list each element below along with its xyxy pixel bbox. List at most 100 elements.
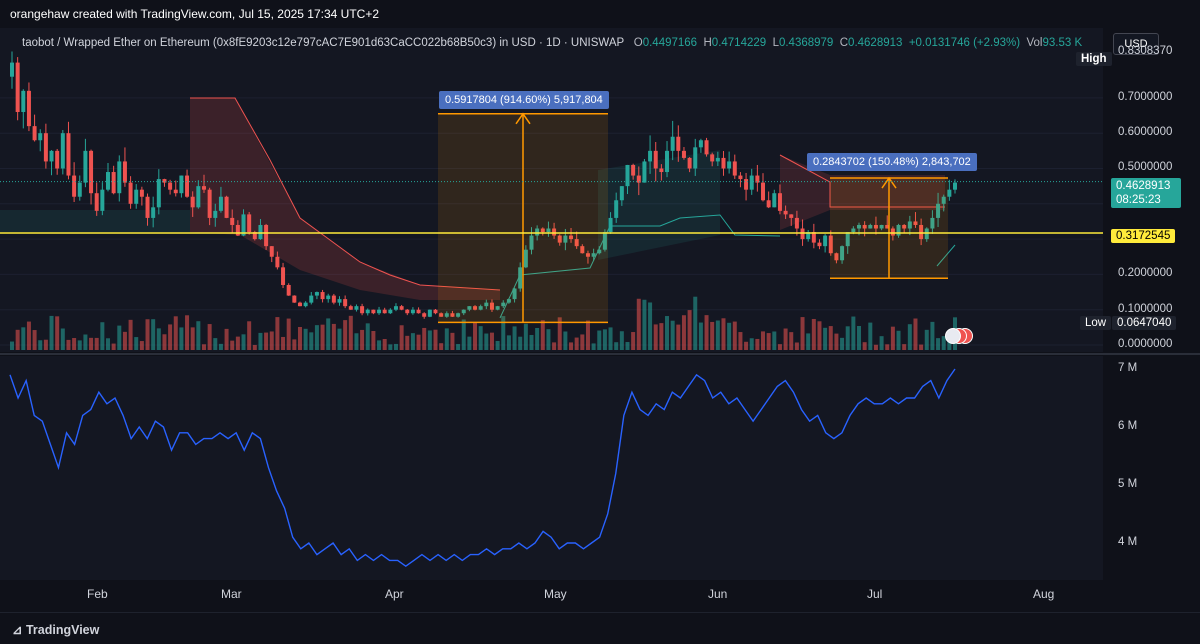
volume-bar (297, 326, 302, 350)
range-callout-1[interactable]: 0.5917804 (914.60%) 5,917,804 (439, 91, 609, 109)
month-label: Jul (867, 587, 883, 601)
candle-body (128, 182, 133, 204)
volume-bar (230, 340, 235, 350)
volume-bar (828, 326, 833, 350)
volume-bar (557, 317, 562, 350)
indicator-pane[interactable] (0, 356, 1103, 580)
volume-bar (179, 327, 184, 350)
symbol-name[interactable]: taobot / Wrapped Ether on Ethereum (0x8f… (22, 37, 625, 49)
candle-body (585, 253, 590, 257)
candle-body (681, 150, 686, 158)
volume-bar (896, 330, 901, 350)
last-price-tag: 0.4628913 08:25:23 (1111, 178, 1181, 208)
volume-bar (168, 324, 173, 350)
green-band-line-2 (936, 244, 956, 267)
candle-body (817, 242, 822, 247)
volume-bar (936, 338, 941, 350)
candle-body (930, 217, 935, 229)
candle-body (772, 193, 777, 208)
volume-bar (433, 329, 438, 350)
candle-body (422, 313, 427, 317)
candle-body (495, 306, 500, 310)
volume-bar (840, 337, 845, 350)
volume-bar (873, 344, 878, 350)
volume-bar (292, 339, 297, 350)
candle-body (439, 313, 444, 317)
volume-bar (670, 320, 675, 350)
volume-bar (868, 322, 873, 350)
candle-body (410, 309, 415, 314)
candle-body (862, 224, 867, 229)
volume-bar (326, 318, 331, 350)
candle-body (377, 309, 382, 314)
volume-bar (879, 336, 884, 350)
candle-body (732, 161, 737, 176)
month-label: May (544, 587, 567, 601)
chart-canvas[interactable] (0, 0, 1200, 612)
candle-body (642, 161, 647, 183)
candle-body (55, 150, 60, 169)
volume-bar (156, 328, 161, 350)
tv-logo-icon: ⊿ (12, 623, 26, 637)
volume-bar (794, 342, 799, 350)
volume-bar (569, 342, 574, 350)
volume-bar (55, 316, 60, 350)
tradingview-logo[interactable]: ⊿ TradingView (12, 622, 99, 637)
volume-bar (473, 323, 478, 350)
volume-bar (365, 323, 370, 350)
candle-body (693, 147, 698, 169)
range-callout-2[interactable]: 0.2843702 (150.48%) 2,843,702 (807, 153, 977, 171)
candle-body (72, 175, 77, 197)
price-tick-label: 0.0000000 (1118, 338, 1173, 350)
volume-bar (619, 331, 624, 350)
volume-bar (422, 327, 427, 350)
footer: ⊿ TradingView (0, 612, 1200, 644)
candle-body (326, 295, 331, 300)
candle-body (845, 232, 850, 247)
candle-body (94, 193, 99, 211)
candle-body (122, 161, 127, 183)
candle-body (766, 200, 771, 208)
volume-bar (162, 334, 167, 350)
volume-bar (151, 319, 156, 350)
volume-bar (60, 328, 65, 350)
candle-body (196, 186, 201, 208)
volume-bar (89, 337, 94, 350)
symbol-legend: taobot / Wrapped Ether on Ethereum (0x8f… (22, 37, 1082, 49)
volume-bar (388, 344, 393, 350)
volume-bar (15, 329, 20, 350)
volume-bar (416, 334, 421, 350)
candle-body (309, 295, 314, 303)
candle-body (834, 253, 839, 261)
volume-bar (337, 328, 342, 350)
volume-bar (614, 342, 619, 350)
price-pane[interactable] (0, 28, 1103, 352)
volume-bar (427, 330, 432, 350)
candle-body (777, 193, 782, 211)
volume-bar (704, 315, 709, 350)
volume-bar (653, 324, 658, 350)
candle-body (399, 306, 404, 310)
low-value-tag: 0.0647040 (1112, 316, 1177, 330)
low-label: L (772, 37, 779, 49)
hline-price-tag: 0.3172545 (1111, 229, 1176, 243)
volume-bar (467, 336, 472, 350)
volume-bar (456, 344, 461, 350)
volume-bar (478, 326, 483, 350)
volume-bar (580, 334, 585, 350)
candle-body (823, 235, 828, 247)
candle-body (365, 309, 370, 314)
events-badge-icon[interactable] (945, 328, 979, 344)
volume-bar (100, 322, 105, 350)
candle-body (405, 309, 410, 314)
candle-body (569, 235, 574, 240)
tv-logo-text: TradingView (25, 623, 100, 637)
last-price-value: 0.4628913 (1116, 180, 1171, 192)
candle-body (416, 309, 421, 314)
candle-body (478, 306, 483, 310)
volume-bar (122, 331, 127, 350)
currency-button[interactable]: USD (1113, 33, 1159, 55)
candle-body (213, 210, 218, 218)
volume-bar (574, 337, 579, 350)
volume-bar (924, 329, 929, 350)
